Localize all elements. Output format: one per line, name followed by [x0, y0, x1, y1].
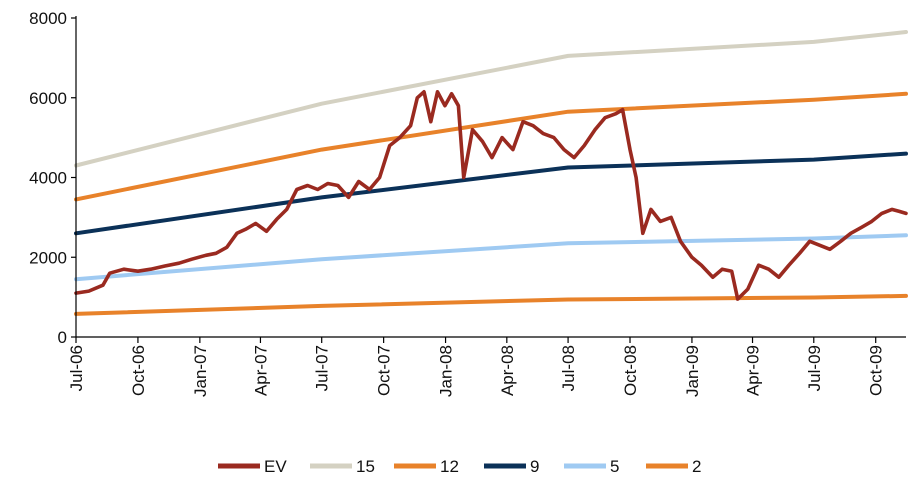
series-line-9	[74, 151, 908, 236]
x-tick-label: Jul-06	[67, 345, 86, 391]
x-tick-label: Apr-08	[498, 345, 517, 396]
x-tick-label: Jan-09	[683, 345, 702, 397]
legend-label-12: 12	[440, 457, 459, 476]
x-tick-label: Jul-08	[559, 345, 578, 391]
y-tick-label: 6000	[29, 89, 67, 108]
series-line-EV	[74, 90, 908, 301]
legend: EV 15 12 9 5 2	[218, 457, 701, 476]
y-tick-label: 2000	[29, 248, 67, 267]
series-line-15	[74, 30, 908, 168]
x-tick-label: Jan-08	[437, 345, 456, 397]
x-tick-label: Oct-09	[867, 345, 886, 396]
x-tick-label: Oct-06	[129, 345, 148, 396]
y-tick-label: 0	[58, 328, 67, 347]
legend-label-2: 2	[692, 457, 701, 476]
series-line-2	[74, 293, 908, 316]
legend-label-EV: EV	[264, 457, 287, 476]
legend-label-15: 15	[356, 457, 375, 476]
x-tick-label: Jan-07	[191, 345, 210, 397]
y-tick-label: 8000	[29, 9, 67, 28]
x-tick-label: Jul-09	[805, 345, 824, 391]
legend-label-9: 9	[530, 457, 539, 476]
y-tick-label: 4000	[29, 169, 67, 188]
x-tick-label: Apr-09	[744, 345, 763, 396]
x-tick-label: Apr-07	[251, 345, 270, 396]
series-line-12	[74, 91, 908, 202]
axes: 0 2000 4000 6000 8000 Jul-06 Oct-06 Jan-07 Apr-0…	[29, 9, 906, 397]
x-tick-label: Jul-07	[313, 345, 332, 391]
plot-area	[74, 30, 908, 316]
x-tick-label: Oct-07	[375, 345, 394, 396]
legend-label-5: 5	[610, 457, 619, 476]
x-tick-label: Oct-08	[621, 345, 640, 396]
